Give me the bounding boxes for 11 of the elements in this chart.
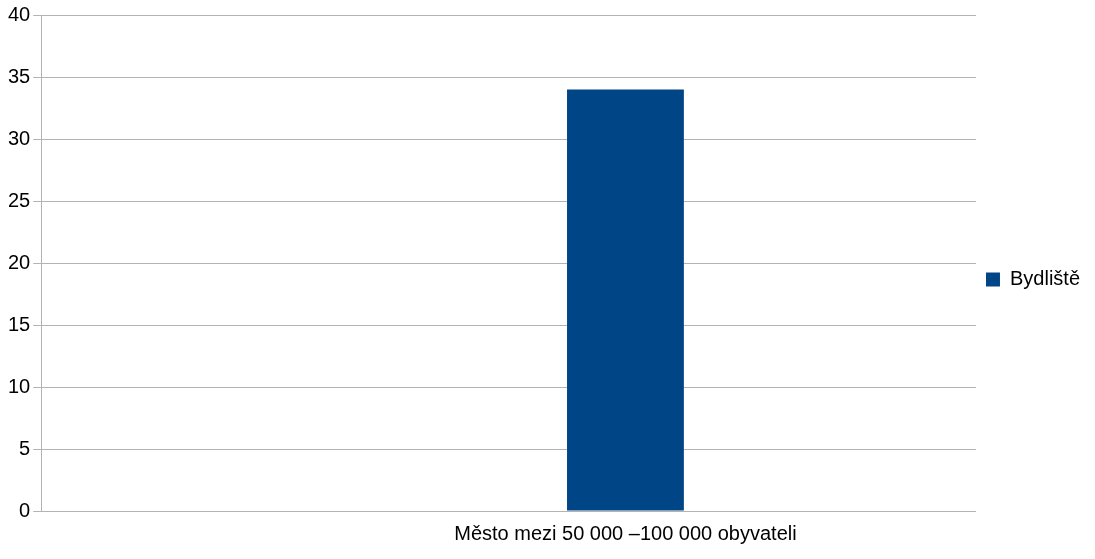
y-tick-label: 35 bbox=[8, 64, 31, 87]
y-tick-label: 30 bbox=[8, 126, 31, 149]
y-tick-label: 10 bbox=[8, 374, 31, 397]
y-tick-label: 40 bbox=[8, 2, 31, 25]
y-tick-label: 15 bbox=[8, 312, 31, 335]
x-tick-label: Město mezi 50 000 –100 000 obyvateli bbox=[454, 521, 797, 544]
y-tick-label: 5 bbox=[19, 436, 31, 459]
y-tick-label: 0 bbox=[19, 498, 31, 521]
legend-label: Bydliště bbox=[1009, 267, 1080, 290]
y-tick-label: 25 bbox=[8, 188, 31, 211]
y-tick-label: 20 bbox=[8, 250, 31, 273]
